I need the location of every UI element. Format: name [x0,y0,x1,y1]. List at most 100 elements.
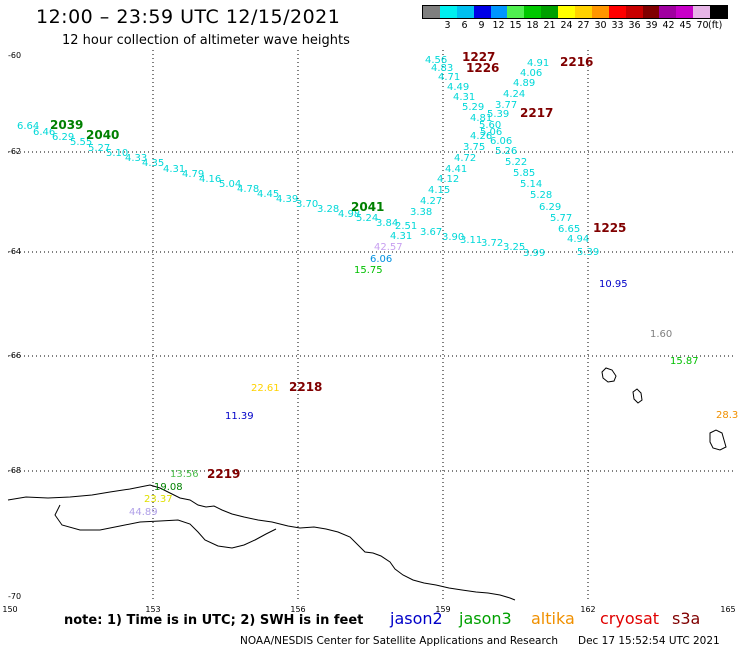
wave-height-value: 4.31 [163,164,185,175]
color-scale-swatch [439,6,457,18]
pass-time-label: 1227 [462,50,495,64]
wave-height-value: 4.39 [276,194,298,205]
color-scale-swatch [473,6,491,18]
latitude-label: -64 [8,247,22,256]
wave-height-value: 3.90 [442,232,464,243]
wave-height-value: 4.06 [520,68,542,79]
wave-height-value: 4.26 [470,131,492,142]
wave-height-value: 10.95 [599,279,628,290]
wave-height-value: 5.22 [505,157,527,168]
pass-time-label: 2217 [520,106,553,120]
wave-height-value: 4.41 [445,164,467,175]
pass-time-label: 2040 [86,128,119,142]
wave-height-value: 4.16 [199,174,221,185]
wave-height-value: 5.39 [577,247,599,258]
map-subtitle: 12 hour collection of altimeter wave hei… [62,33,350,48]
island-2 [632,388,643,404]
wave-height-value: 4.83 [431,63,453,74]
color-scale-swatch [423,6,440,18]
coastline-inlet [54,504,277,549]
wave-height-value: 4.33 [125,153,147,164]
wave-height-value: 4.78 [237,184,259,195]
wave-height-value: 4.71 [438,72,460,83]
wave-height-value: 4.12 [437,174,459,185]
wave-height-value: 5.06 [480,127,502,138]
graticule [8,50,734,600]
wave-height-value: 3.38 [410,207,432,218]
wave-height-value: 3.11 [460,235,482,246]
color-scale-swatch [659,6,677,18]
longitude-label: 150 [2,605,18,614]
wave-height-value: 4.35 [142,158,164,169]
color-scale-tick-label: 27 [577,20,590,31]
color-scale-swatch [558,6,576,18]
wave-height-value: 4.98 [338,209,360,220]
longitude-label: 159 [435,605,451,614]
wave-height-value: 4.72 [454,153,476,164]
color-scale-swatch [693,6,711,18]
color-scale-swatch [490,6,508,18]
wave-height-value: 4.31 [453,92,475,103]
wave-height-value: 42.57 [374,242,403,253]
wave-height-value: 3.75 [463,142,485,153]
color-scale-tick-label: 30 [594,20,607,31]
wave-height-value: 4.15 [428,185,450,196]
color-scale-tick-label: 24 [560,20,573,31]
wave-height-value: 5.85 [513,168,535,179]
color-scale-swatch [524,6,542,18]
map-title: 12:00 – 23:59 UTC 12/15/2021 [36,6,341,28]
color-scale-tick-label: 18 [526,20,539,31]
color-scale-tick-label: 6 [461,20,468,31]
color-scale-tick-label: 9 [478,20,485,31]
wave-height-value: 6.06 [370,254,392,265]
coastline [7,367,727,601]
longitude-label: 162 [580,605,596,614]
wave-height-value: 22.61 [251,383,280,394]
footer-date: Dec 17 15:52:54 UTC 2021 [578,635,720,647]
island-1 [601,367,617,383]
latitude-label: -62 [8,147,22,156]
latitude-label: -70 [8,592,22,601]
latitude-label: -66 [8,351,22,360]
wave-height-value: 4.79 [182,169,204,180]
wave-height-value: 3.67 [420,227,442,238]
wave-height-value: 19.08 [154,482,183,493]
legend-jason2: jason2 [390,609,443,628]
wave-height-value: 5.77 [550,213,572,224]
wave-height-value: 5.55 [70,137,92,148]
color-scale-unit: (ft) [708,20,723,31]
wave-height-value: 11.39 [225,411,254,422]
legend-s3a: s3a [672,609,701,628]
pass-time-label: 2041 [351,200,384,214]
pass-time-label: 2218 [289,380,322,394]
wave-height-value: 4.27 [420,196,442,207]
wave-height-value: 15.75 [354,265,383,276]
wave-height-value: 44.89 [129,507,158,518]
pass-time-label: 2219 [207,467,240,481]
wave-height-value: 5.39 [487,109,509,120]
wave-height-value: 6.46 [33,127,55,138]
longitude-label: 165 [720,605,736,614]
color-scale-tick-label: 12 [492,20,505,31]
color-scale-tick-label: 33 [611,20,624,31]
color-scale-swatch [456,6,474,18]
color-scale-tick-label: 45 [679,20,692,31]
color-scale-swatch [710,6,728,18]
color-scale-labels: 3 6 9 12 15 18 21 24 27 30 33 36 39 42 45 70 [422,20,738,34]
wave-height-value: 4.81 [470,113,492,124]
wave-height-value: 4.49 [447,82,469,93]
wave-height-value: 28.3 [716,410,738,421]
color-scale-swatch [608,6,626,18]
wave-height-value: 5.28 [530,190,552,201]
wave-height-value: 15.87 [670,356,699,367]
color-scale-swatch [676,6,694,18]
latitude-label: -60 [8,51,22,60]
wave-height-value: 4.56 [425,55,447,66]
wave-height-value: 3.25 [503,242,525,253]
wave-height-value: 5.14 [520,179,542,190]
color-scale-tick-label: 39 [645,20,658,31]
pass-time-label: 1225 [593,221,626,235]
wave-height-value: 4.45 [257,189,279,200]
wave-height-value: 6.65 [558,224,580,235]
color-scale-tick-label: 3 [444,20,451,31]
